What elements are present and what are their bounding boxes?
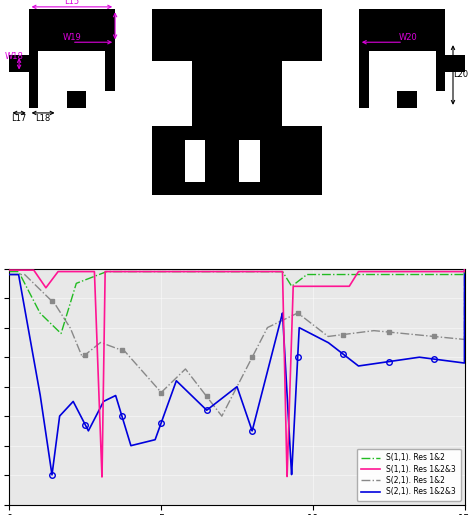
Line: S(2,1). Res 1&2&3: S(2,1). Res 1&2&3 (9, 269, 465, 475)
Text: L18: L18 (36, 114, 51, 123)
Bar (185, 140, 205, 186)
S(2,1). Res 1&2 (7, 271, 12, 278)
S(2,1). Res 1&2&3 (280, 310, 285, 316)
Text: L15: L15 (64, 0, 80, 6)
S(1,1). Res 1&2&3 (99, 474, 105, 480)
S(1,1). Res 1&2&3 (89, 268, 95, 274)
Bar (152, 148, 185, 186)
S(1,1). Res 1&2 (280, 268, 285, 274)
Bar (152, 9, 322, 61)
Bar (29, 9, 115, 42)
Bar (368, 51, 436, 91)
Bar (417, 55, 465, 73)
Bar (417, 91, 445, 108)
Bar (368, 91, 397, 108)
Bar (29, 42, 115, 108)
Bar (289, 148, 322, 186)
S(1,1). Res 1&2 (181, 268, 186, 274)
Bar (205, 148, 239, 186)
S(2,1). Res 1&2&3 (181, 385, 186, 391)
S(2,1). Res 1&2 (303, 316, 309, 322)
S(2,1). Res 1&2 (381, 329, 386, 335)
Bar (359, 9, 445, 42)
Bar (192, 61, 282, 134)
Legend: S(1,1). Res 1&2, S(1,1). Res 1&2&3, S(2,1). Res 1&2, S(2,1). Res 1&2&3: S(1,1). Res 1&2, S(1,1). Res 1&2&3, S(2,… (356, 449, 461, 501)
S(2,1). Res 1&2&3 (303, 328, 309, 334)
S(1,1). Res 1&2&3 (462, 266, 467, 272)
S(1,1). Res 1&2 (7, 268, 12, 274)
Bar (359, 91, 445, 108)
Bar (86, 91, 115, 108)
Bar (152, 140, 322, 148)
S(1,1). Res 1&2&3 (7, 267, 12, 273)
S(1,1). Res 1&2&3 (181, 268, 186, 274)
Text: L17: L17 (11, 114, 27, 123)
S(1,1). Res 1&2 (303, 272, 309, 279)
S(1,1). Res 1&2 (58, 331, 64, 337)
Bar (152, 126, 322, 140)
S(1,1). Res 1&2 (90, 274, 95, 280)
S(2,1). Res 1&2&3 (381, 359, 386, 366)
S(1,1). Res 1&2 (462, 266, 467, 272)
Bar (152, 140, 322, 183)
Bar (38, 91, 67, 108)
S(2,1). Res 1&2 (181, 368, 186, 374)
Bar (9, 55, 57, 73)
Text: L20: L20 (453, 70, 468, 79)
Text: W20: W20 (398, 32, 417, 42)
S(1,1). Res 1&2&3 (346, 283, 352, 289)
S(2,1). Res 1&2&3 (462, 266, 467, 272)
Line: S(1,1). Res 1&2&3: S(1,1). Res 1&2&3 (9, 269, 465, 477)
S(2,1). Res 1&2 (280, 317, 285, 323)
Text: L16: L16 (36, 10, 51, 19)
S(2,1). Res 1&2&3 (7, 271, 12, 278)
S(1,1). Res 1&2 (381, 271, 386, 278)
S(2,1). Res 1&2&3 (346, 356, 352, 362)
Bar (38, 51, 106, 91)
S(2,1). Res 1&2 (462, 266, 467, 272)
Text: W18: W18 (5, 53, 24, 61)
Bar (359, 42, 445, 108)
S(1,1). Res 1&2&3 (303, 283, 309, 289)
Bar (239, 140, 260, 186)
Text: L19: L19 (391, 10, 406, 19)
Bar (260, 148, 293, 186)
Line: S(2,1). Res 1&2: S(2,1). Res 1&2 (9, 269, 465, 416)
S(2,1). Res 1&2 (219, 413, 225, 419)
S(1,1). Res 1&2&3 (381, 268, 386, 274)
Bar (29, 91, 115, 108)
Text: W19: W19 (62, 32, 81, 42)
S(2,1). Res 1&2&3 (49, 472, 55, 478)
S(1,1). Res 1&2 (346, 271, 352, 278)
S(1,1). Res 1&2&3 (280, 268, 285, 274)
S(2,1). Res 1&2&3 (90, 420, 95, 426)
Line: S(1,1). Res 1&2: S(1,1). Res 1&2 (9, 269, 465, 334)
S(2,1). Res 1&2 (346, 331, 352, 337)
Bar (152, 182, 322, 195)
S(2,1). Res 1&2 (89, 346, 95, 352)
